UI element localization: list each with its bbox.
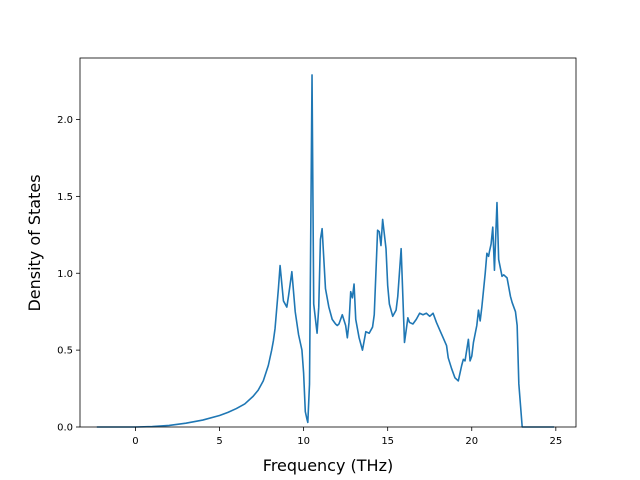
x-tick-label: 20 — [465, 436, 478, 447]
x-tick-label: 15 — [381, 436, 394, 447]
x-tick-label: 0 — [132, 436, 138, 447]
x-axis-label: Frequency (THz) — [263, 456, 393, 475]
y-tick-label: 1.0 — [57, 269, 73, 280]
x-tick-label: 25 — [549, 436, 562, 447]
y-axis-label: Density of States — [25, 174, 44, 311]
y-tick-label: 1.5 — [57, 192, 73, 203]
y-axis-label-group: Density of States — [25, 174, 44, 311]
y-tick-label: 2.0 — [57, 115, 73, 126]
y-tick-label: 0.0 — [57, 423, 73, 434]
x-tick-label: 5 — [216, 436, 222, 447]
y-tick-label: 0.5 — [57, 346, 73, 357]
plot-layer: 0 5 10 15 20 25 0.0 0.5 1.0 1.5 2.0 — [57, 57, 577, 447]
series-line-0 — [96, 74, 555, 428]
plot-frame — [79, 57, 577, 428]
x-tick-label: 10 — [297, 436, 310, 447]
